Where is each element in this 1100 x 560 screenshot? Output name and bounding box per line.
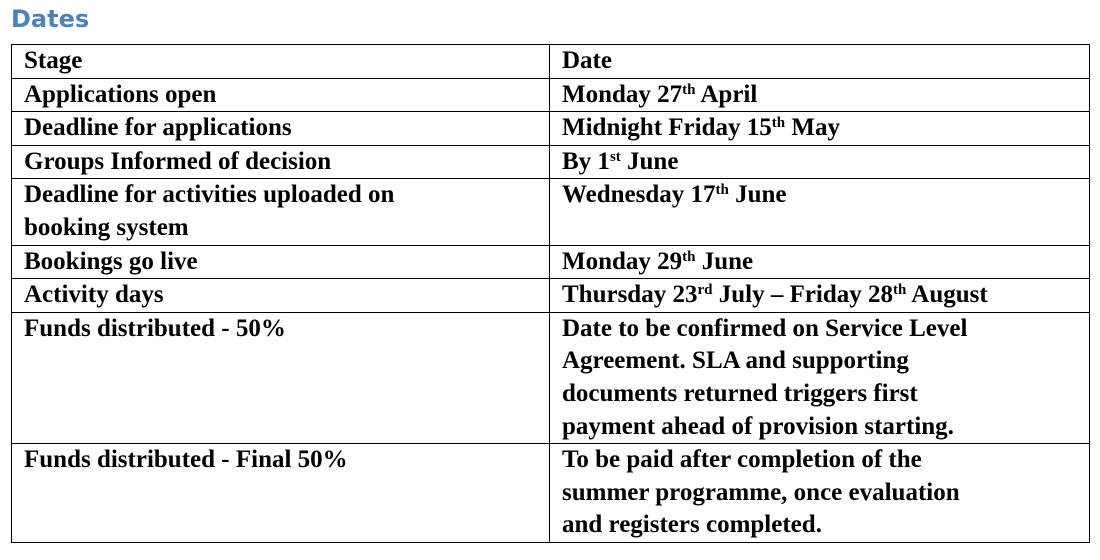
date-cell: Wednesday 17th June bbox=[549, 178, 1090, 246]
dates-table: Stage Date Applications open Monday 27th … bbox=[11, 44, 1090, 543]
stage-text: Applications open bbox=[24, 80, 217, 108]
date-line: Monday 29th June bbox=[562, 246, 1089, 279]
date-text: Midnight Friday 15 bbox=[562, 114, 772, 142]
table-body: Stage Date Applications open Monday 27th … bbox=[11, 44, 1090, 543]
ordinal-suffix: th bbox=[682, 248, 696, 265]
date-text: payment ahead of provision starting. bbox=[562, 412, 954, 440]
stage-text: Groups Informed of decision bbox=[24, 147, 332, 175]
date-text: documents returned triggers first bbox=[562, 379, 918, 407]
date-line: Date to be confirmed on Service Level bbox=[562, 313, 1089, 346]
table-row: Bookings go live Monday 29th June bbox=[11, 244, 1090, 280]
date-text: Monday 29 bbox=[562, 247, 683, 275]
date-text: and registers completed. bbox=[562, 511, 822, 539]
table-row: Groups Informed of decision By 1st June bbox=[11, 144, 1090, 180]
date-line: Wednesday 17th June bbox=[562, 179, 1089, 212]
ordinal-suffix: th bbox=[682, 81, 696, 98]
ordinal-suffix: th bbox=[771, 115, 786, 132]
date-cell: Date to be confirmed on Service Level Agr… bbox=[549, 311, 1090, 445]
stage-text: Bookings go live bbox=[24, 247, 198, 275]
date-line: Midnight Friday 15th May bbox=[562, 112, 1089, 145]
date-text: July – Friday 28 bbox=[712, 281, 894, 309]
date-text: Date to be confirmed on Service Level bbox=[562, 314, 968, 342]
date-text: Agreement. SLA and supporting bbox=[562, 347, 909, 375]
ordinal-suffix: th bbox=[893, 282, 907, 299]
stage-cell: Groups Informed of decision bbox=[11, 144, 550, 180]
date-text: Wednesday 17 bbox=[562, 181, 716, 209]
date-cell: Thursday 23rd July – Friday 28th August bbox=[549, 278, 1090, 313]
header-text: Stage bbox=[24, 47, 83, 74]
stage-text: Activity days bbox=[24, 281, 164, 309]
date-cell: Monday 27th April bbox=[549, 77, 1090, 113]
date-line: Agreement. SLA and supporting bbox=[562, 345, 1089, 378]
date-text: Thursday 23 bbox=[562, 281, 698, 309]
stage-text: Funds distributed - Final 50% bbox=[24, 446, 348, 474]
date-line: and registers completed. bbox=[562, 509, 1089, 542]
date-text: June bbox=[620, 147, 679, 175]
date-text: August bbox=[906, 281, 988, 309]
date-text: summer programme, once evaluation bbox=[562, 478, 960, 506]
stage-cell: Bookings go live bbox=[11, 244, 550, 280]
date-line: Thursday 23rd July – Friday 28th August bbox=[562, 279, 1089, 312]
date-text: June bbox=[695, 247, 754, 275]
ordinal-suffix: rd bbox=[697, 282, 713, 299]
date-line: documents returned triggers first bbox=[562, 378, 1089, 411]
stage-cell: Funds distributed - 50% bbox=[11, 311, 550, 445]
ordinal-suffix: th bbox=[715, 182, 729, 199]
stage-text: Deadline for activities uploaded on bbox=[24, 181, 395, 209]
header-row: Stage Date bbox=[11, 44, 1090, 79]
section-title: Dates bbox=[11, 5, 90, 33]
date-line: Monday 27th April bbox=[562, 79, 1089, 112]
date-cell: Monday 29th June bbox=[549, 244, 1090, 280]
stage-cell: Deadline for applications bbox=[11, 111, 550, 146]
date-line: By 1st June bbox=[562, 146, 1089, 179]
header-cell: Stage bbox=[11, 44, 550, 79]
table-row: Activity days Thursday 23rd July – Friday… bbox=[11, 278, 1090, 313]
date-cell: To be paid after completion of the summer… bbox=[549, 443, 1090, 543]
ordinal-suffix: st bbox=[609, 148, 621, 165]
table-row: Deadline for activities uploaded on booki… bbox=[11, 178, 1090, 246]
date-cell: By 1st June bbox=[549, 144, 1090, 180]
date-text: Monday 27 bbox=[562, 80, 683, 108]
date-cell: Midnight Friday 15th May bbox=[549, 111, 1090, 146]
table-row: Applications open Monday 27th April bbox=[11, 77, 1090, 113]
date-line: summer programme, once evaluation bbox=[562, 477, 1089, 510]
date-line: To be paid after completion of the bbox=[562, 444, 1089, 477]
stage-cell: Activity days bbox=[11, 278, 550, 313]
stage-cell: Deadline for activities uploaded on booki… bbox=[11, 178, 550, 246]
stage-text: Funds distributed - 50% bbox=[24, 314, 286, 342]
table-row: Funds distributed - 50% Date to be confir… bbox=[11, 311, 1090, 445]
stage-text: booking system bbox=[24, 213, 189, 241]
header-text: Date bbox=[562, 47, 612, 74]
table-row: Funds distributed - Final 50% To be paid … bbox=[11, 443, 1090, 543]
stage-cell: Applications open bbox=[11, 77, 550, 113]
date-text: April bbox=[695, 80, 758, 108]
date-text: June bbox=[728, 181, 787, 209]
date-line: payment ahead of provision starting. bbox=[562, 411, 1089, 444]
stage-cell: Funds distributed - Final 50% bbox=[11, 443, 550, 543]
date-text: May bbox=[785, 114, 840, 142]
table-row: Deadline for applications Midnight Friday… bbox=[11, 111, 1090, 146]
header-cell: Date bbox=[549, 44, 1090, 79]
date-text: By 1 bbox=[562, 147, 610, 175]
date-text: To be paid after completion of the bbox=[562, 446, 922, 474]
stage-text: Deadline for applications bbox=[24, 114, 292, 142]
